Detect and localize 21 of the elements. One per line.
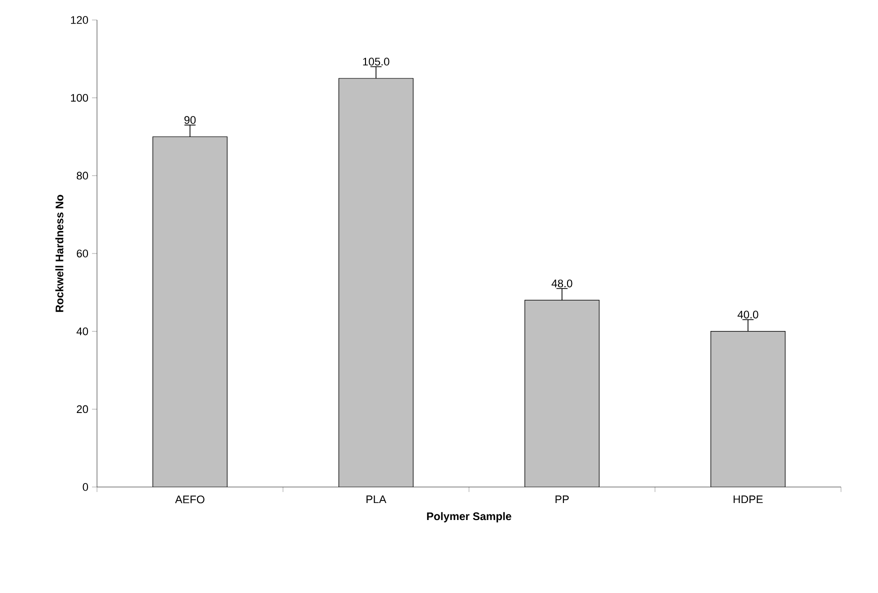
y-tick-label: 100 [71,94,88,102]
y-tick-label: 40 [76,327,88,336]
data-label: 48.0 [552,280,572,288]
x-tick-label: AEFO [175,496,204,504]
y-tick-label: 20 [76,405,88,414]
x-tick-label: PLA [366,496,386,504]
y-tick-label: 0 [82,483,88,491]
bar [152,136,228,487]
bar [338,78,414,487]
bar [524,300,600,487]
data-label: 40.0 [738,310,758,318]
x-axis-title: Polymer Sample [427,512,512,522]
data-label: 105.0 [363,58,390,66]
data-label: 90 [184,116,196,124]
bar [710,331,786,487]
y-tick-label: 60 [76,250,88,258]
y-tick-label: 120 [71,16,88,24]
x-tick-label: HDPE [734,496,763,504]
x-tick-label: PP [556,496,569,504]
y-tick-label: 80 [76,172,88,180]
y-axis-title: Rockwell Hardness No [55,194,64,312]
